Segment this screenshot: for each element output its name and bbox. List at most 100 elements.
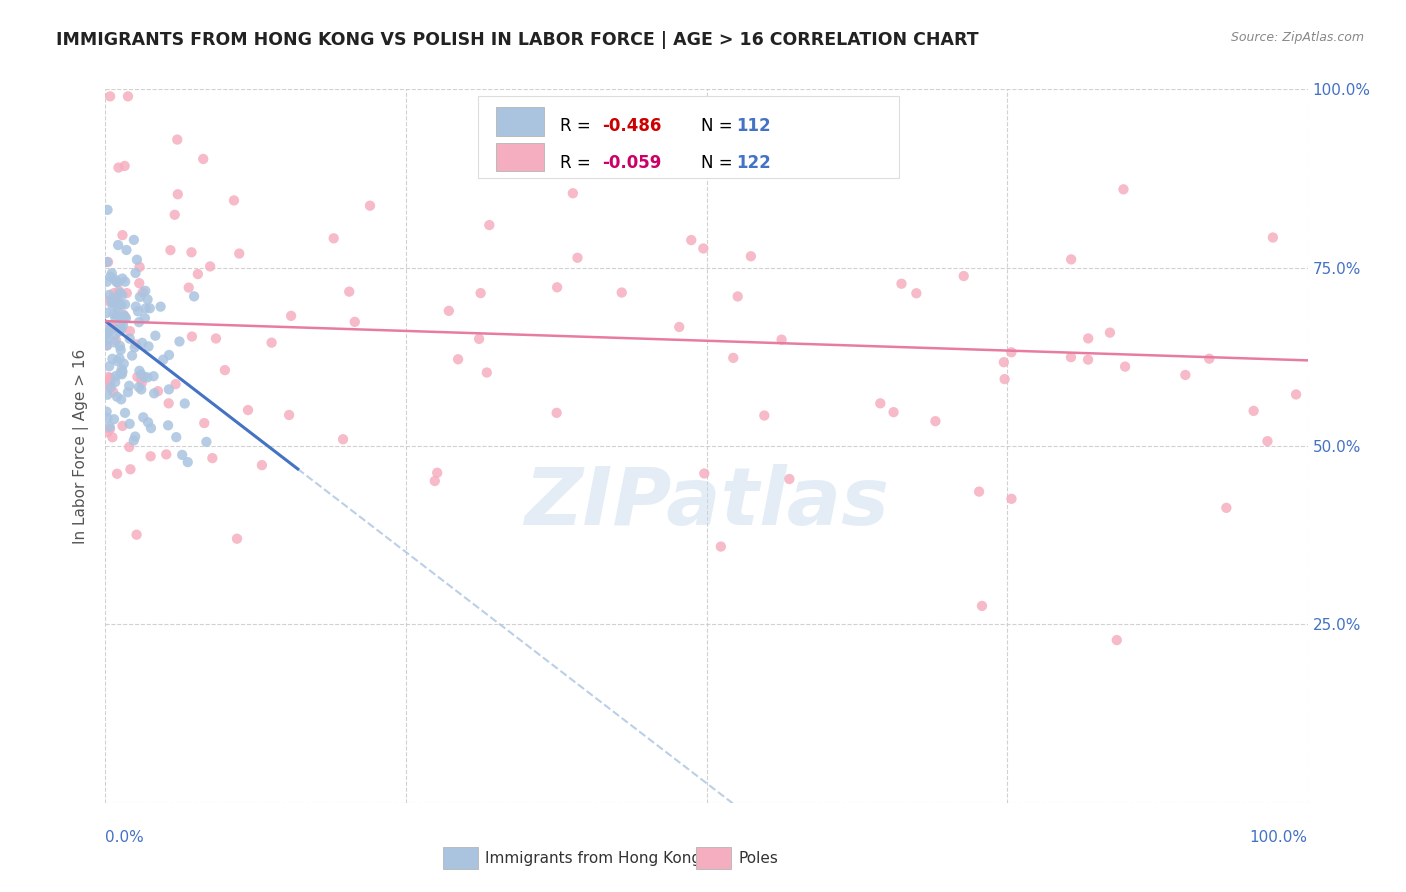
- Point: [952, 268, 974, 283]
- Point: [108, 324, 131, 338]
- Point: [165, 377, 187, 392]
- Point: [112, 309, 135, 323]
- Point: [117, 89, 139, 103]
- Point: [111, 271, 134, 285]
- Point: [136, 293, 159, 307]
- Point: [107, 354, 129, 368]
- Point: [104, 334, 127, 348]
- Point: [332, 432, 354, 446]
- Point: [163, 208, 186, 222]
- Point: [100, 371, 122, 385]
- Point: [131, 376, 153, 390]
- Point: [1077, 352, 1099, 367]
- Point: [710, 540, 733, 554]
- Point: [228, 246, 250, 260]
- Point: [1105, 633, 1128, 648]
- Point: [96, 388, 118, 402]
- Point: [437, 303, 460, 318]
- Point: [205, 331, 228, 345]
- Point: [103, 307, 125, 321]
- Point: [883, 405, 905, 419]
- Point: [122, 434, 145, 448]
- Point: [1060, 252, 1083, 267]
- Point: [128, 380, 150, 394]
- Point: [96, 202, 118, 217]
- Point: [111, 228, 134, 243]
- Point: [104, 369, 127, 384]
- Point: [105, 291, 128, 305]
- Point: [187, 267, 209, 281]
- Point: [97, 255, 120, 269]
- Point: [100, 380, 122, 394]
- Point: [1060, 350, 1083, 364]
- Text: N =: N =: [700, 153, 737, 171]
- Point: [98, 269, 121, 284]
- Point: [120, 462, 142, 476]
- Point: [754, 409, 776, 423]
- Point: [118, 324, 141, 338]
- Point: [114, 297, 136, 311]
- Point: [668, 320, 690, 334]
- Point: [111, 418, 134, 433]
- Point: [97, 425, 120, 440]
- Point: [108, 339, 131, 353]
- Point: [124, 429, 146, 443]
- Point: [180, 245, 202, 260]
- Point: [122, 233, 145, 247]
- Point: [98, 321, 121, 335]
- Point: [157, 396, 180, 410]
- Point: [1174, 368, 1197, 382]
- Point: [183, 289, 205, 303]
- Point: [100, 319, 122, 334]
- Point: [778, 472, 800, 486]
- Point: [994, 372, 1017, 386]
- Point: [103, 321, 125, 335]
- Point: [139, 421, 162, 435]
- Text: -0.059: -0.059: [602, 153, 661, 171]
- Point: [107, 161, 129, 175]
- Point: [201, 451, 224, 466]
- Point: [103, 335, 125, 350]
- Point: [112, 357, 135, 371]
- Point: [134, 311, 156, 326]
- Point: [131, 285, 153, 300]
- Point: [108, 284, 131, 298]
- Point: [322, 231, 344, 245]
- Point: [146, 384, 169, 399]
- Point: [103, 412, 125, 426]
- Point: [125, 527, 148, 541]
- Point: [97, 378, 120, 392]
- Point: [96, 338, 118, 352]
- Point: [108, 351, 131, 366]
- Point: [124, 340, 146, 354]
- Text: Immigrants from Hong Kong: Immigrants from Hong Kong: [485, 851, 702, 865]
- Point: [125, 252, 148, 267]
- Point: [359, 199, 381, 213]
- Point: [111, 362, 134, 376]
- FancyBboxPatch shape: [496, 143, 544, 171]
- Point: [131, 335, 153, 350]
- Point: [770, 333, 793, 347]
- Point: [101, 266, 124, 280]
- Point: [172, 448, 194, 462]
- Point: [127, 370, 149, 384]
- Point: [138, 339, 160, 353]
- Point: [125, 300, 148, 314]
- Point: [260, 335, 283, 350]
- Text: 0.0%: 0.0%: [105, 830, 145, 845]
- Point: [139, 301, 162, 316]
- Point: [132, 410, 155, 425]
- Point: [157, 383, 180, 397]
- Text: 122: 122: [737, 153, 772, 171]
- Point: [157, 348, 180, 362]
- Point: [1243, 404, 1265, 418]
- Point: [115, 243, 138, 257]
- Point: [101, 430, 124, 444]
- Point: [108, 285, 131, 300]
- Point: [193, 416, 215, 430]
- Point: [139, 450, 162, 464]
- Point: [128, 260, 150, 274]
- Point: [546, 406, 568, 420]
- Point: [1215, 500, 1237, 515]
- Point: [157, 418, 180, 433]
